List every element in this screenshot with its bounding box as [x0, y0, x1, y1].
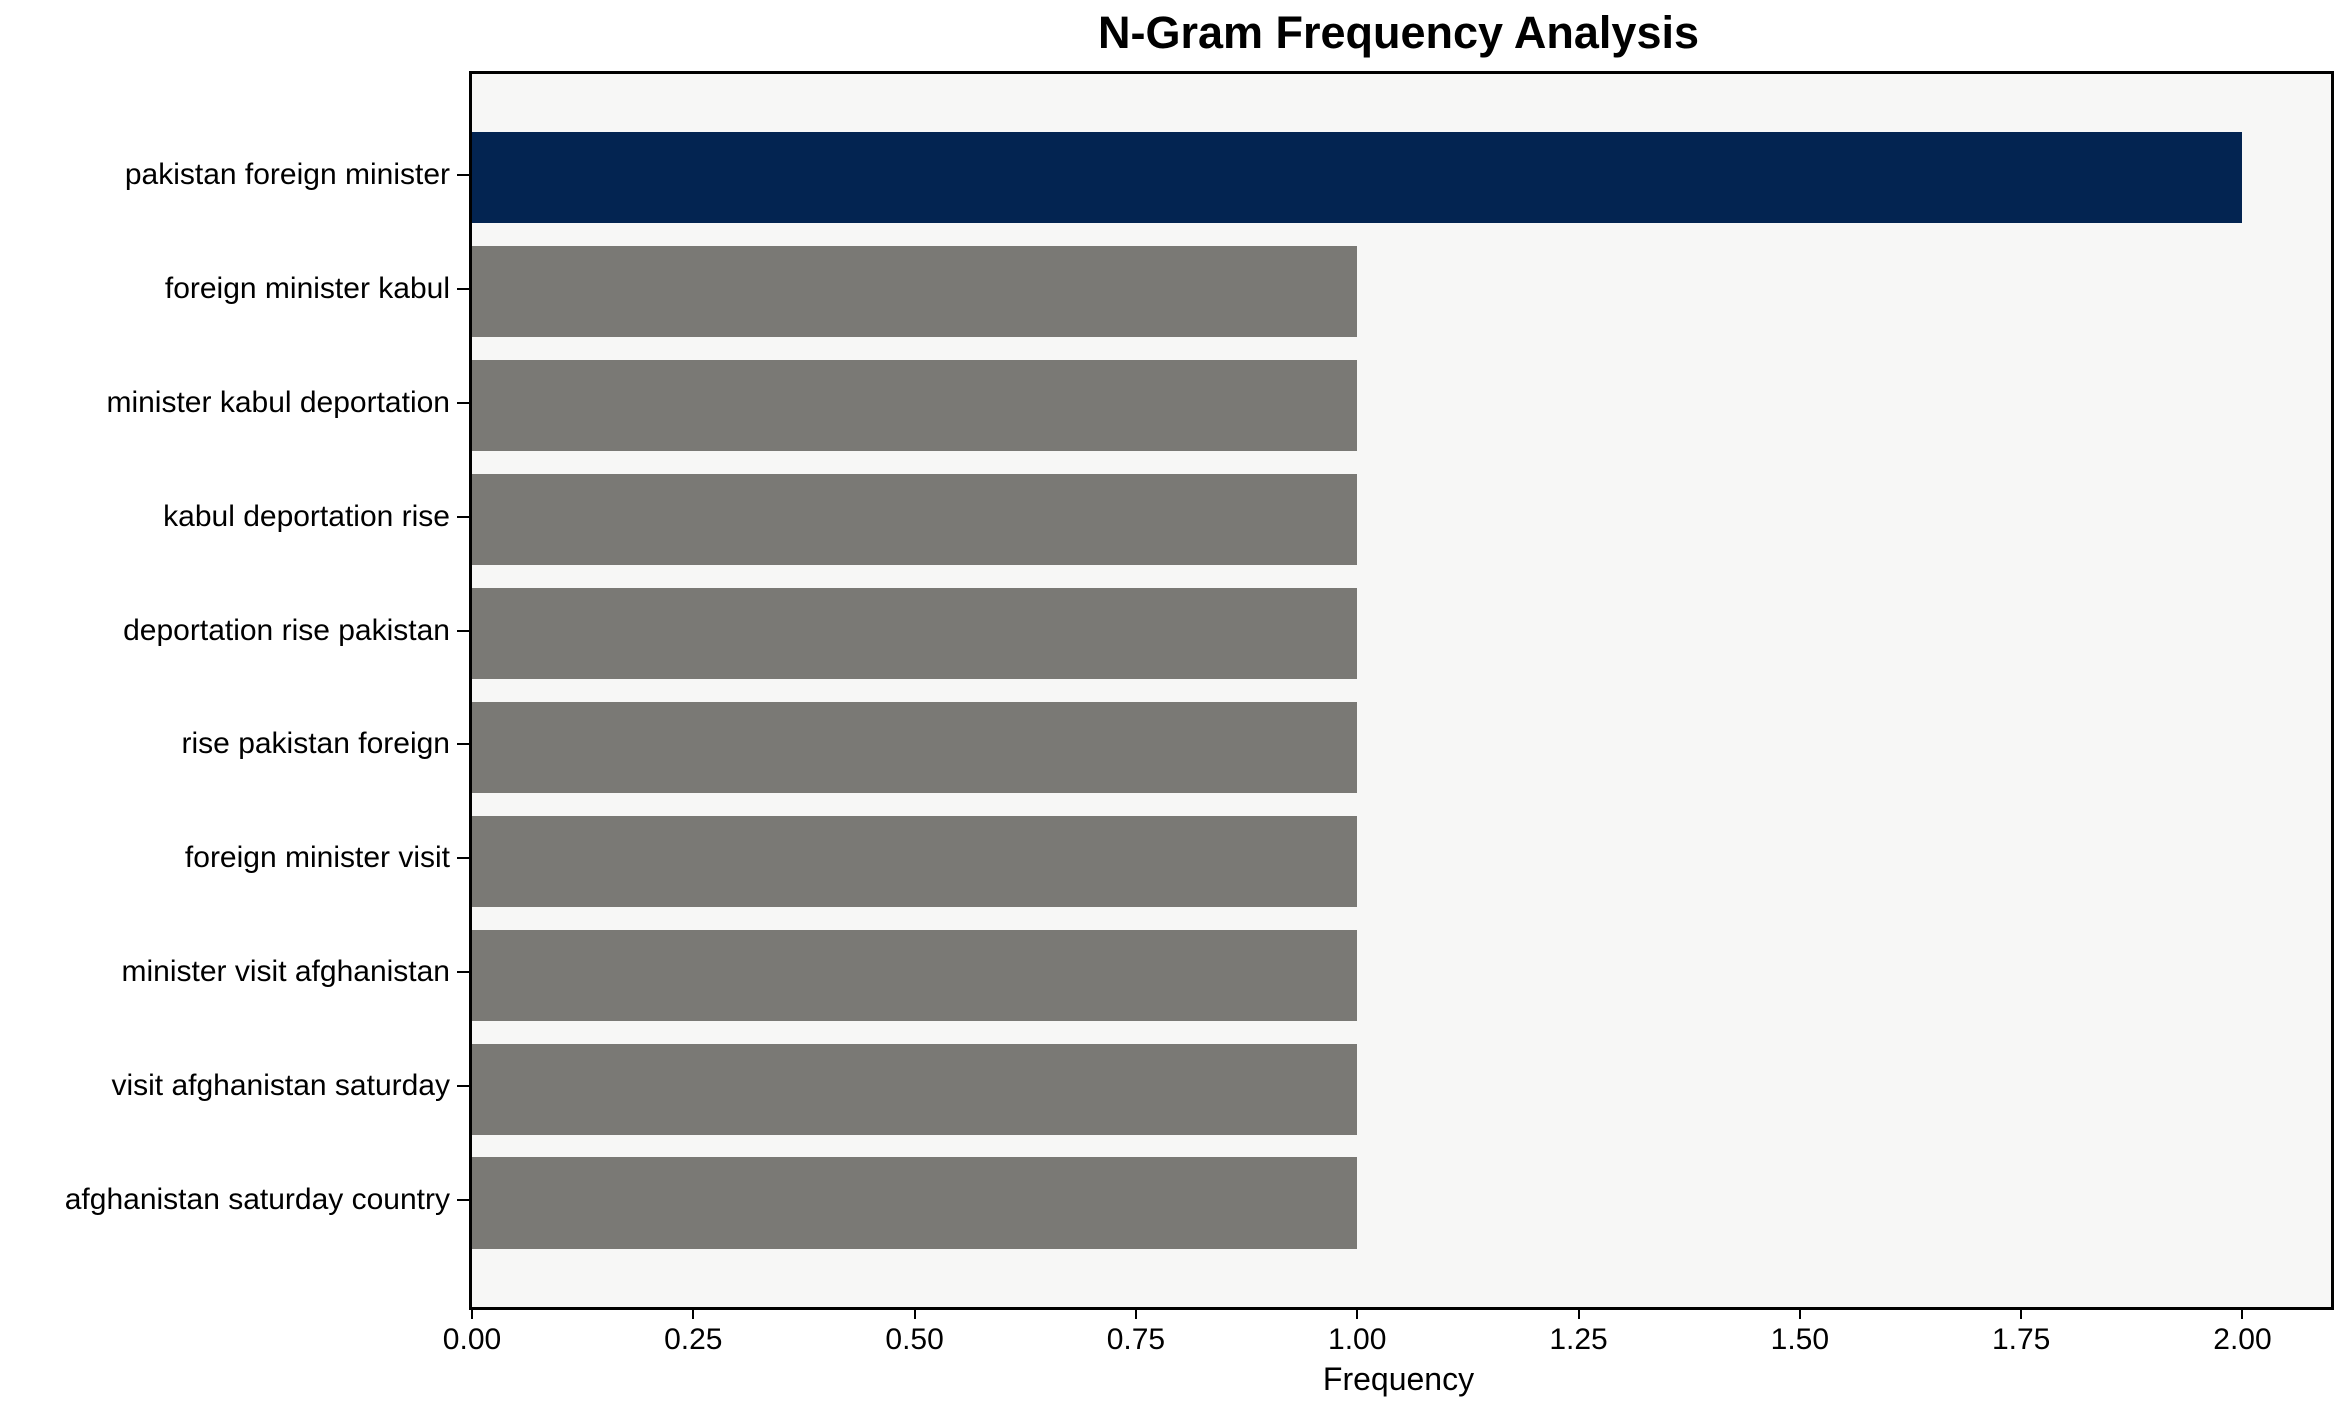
y-tick-mark [457, 173, 469, 176]
bar-foreign-minister-kabul [472, 246, 1358, 338]
bar-afghanistan-saturday-country [472, 1157, 1358, 1249]
x-axis-label: Frequency [1322, 1361, 1475, 1397]
x-tick-label: 0.75 [1106, 1323, 1166, 1356]
y-tick-mark [457, 857, 469, 860]
x-axis: 0.00 0.25 0.50 0.75 1.00 1.25 1.50 1.75 2.00 [443, 1307, 2328, 1407]
y-tick-label: minister visit afghanistan [121, 955, 450, 989]
y-tick-label: rise pakistan foreign [181, 727, 450, 761]
x-tick-mark [1577, 1307, 1580, 1319]
x-tick-mark [1356, 1307, 1359, 1319]
x-tick-label: 1.75 [1991, 1323, 2051, 1356]
y-tick-label: pakistan foreign minister [124, 157, 450, 191]
bar-pakistan-foreign-minister [472, 132, 2243, 224]
y-tick-label: kabul deportation rise [163, 499, 450, 533]
x-tick-label: 1.25 [1549, 1323, 1608, 1356]
x-tick-mark [692, 1307, 695, 1319]
y-axis: pakistan foreign minister foreign ministe… [10, 71, 469, 1304]
x-tick-mark [471, 1307, 473, 1319]
x-tick-label: 1.50 [1770, 1323, 1830, 1356]
bar-foreign-minister-visit [472, 815, 1358, 907]
y-tick-label: minister kabul deportation [106, 385, 450, 419]
x-tick-mark [2241, 1307, 2244, 1319]
x-tick-label: 0.50 [885, 1323, 944, 1356]
y-tick-mark [457, 629, 469, 632]
y-tick-label: foreign minister visit [184, 841, 450, 875]
y-tick-mark [457, 743, 469, 746]
plot-area [469, 71, 2334, 1310]
y-tick-label: foreign minister kabul [164, 271, 450, 305]
x-tick-mark [913, 1307, 916, 1319]
chart-title: N-Gram Frequency Analysis [1097, 7, 1700, 58]
bar-rise-pakistan-foreign [472, 701, 1358, 793]
x-tick-label: 0.25 [664, 1323, 723, 1356]
y-tick-mark [457, 401, 469, 404]
y-tick-label: deportation rise pakistan [123, 613, 450, 647]
bar-visit-afghanistan-saturday [472, 1043, 1358, 1135]
x-tick-mark [1798, 1307, 1801, 1319]
x-tick-label: 2.00 [2213, 1323, 2272, 1356]
y-tick-mark [457, 1085, 469, 1088]
y-tick-mark [457, 971, 469, 974]
x-tick-mark [2020, 1307, 2023, 1319]
y-tick-label: afghanistan saturday country [64, 1183, 450, 1217]
y-tick-mark [457, 1199, 469, 1202]
bar-deportation-rise-pakistan [472, 587, 1358, 680]
x-tick-label: 1.00 [1328, 1323, 1387, 1356]
y-tick-label: visit afghanistan saturday [111, 1069, 450, 1103]
x-tick-mark [1134, 1307, 1137, 1319]
x-tick-label: 0.00 [442, 1323, 502, 1356]
bar-kabul-deportation-rise [472, 474, 1358, 566]
y-tick-mark [457, 287, 469, 290]
y-tick-mark [457, 515, 469, 518]
bar-minister-visit-afghanistan [472, 929, 1358, 1021]
bar-minister-kabul-deportation [472, 360, 1358, 452]
